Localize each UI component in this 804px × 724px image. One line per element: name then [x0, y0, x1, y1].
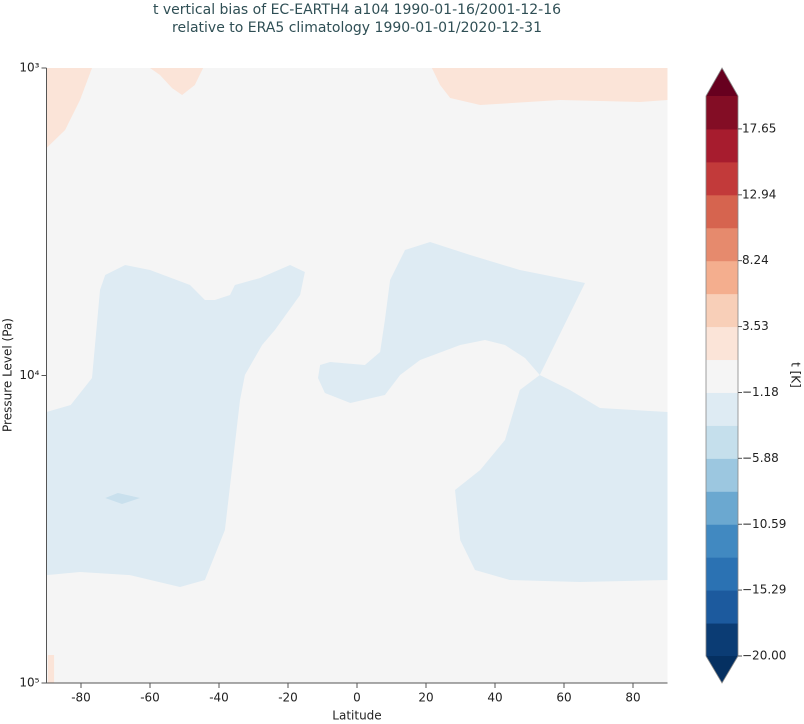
colorbar-label: t [K] — [789, 362, 803, 388]
colorbar-segment — [706, 392, 738, 426]
y-tick-label: 10⁵ — [19, 676, 39, 690]
x-tick-label: -40 — [209, 691, 229, 705]
colorbar-segment — [706, 359, 738, 393]
colorbar-segment — [706, 293, 738, 328]
x-axis-label: Latitude — [332, 709, 381, 723]
chart-title: relative to ERA5 climatology 1990-01-01/… — [172, 20, 542, 36]
colorbar-segment — [706, 458, 738, 492]
colorbar-segment — [706, 425, 738, 459]
colorbar-segment — [706, 491, 738, 525]
y-tick-label: 10⁴ — [19, 368, 39, 382]
colorbar-tick-label: 3.53 — [742, 319, 769, 333]
colorbar-extension-under — [706, 656, 738, 683]
colorbar-tick-label: −15.29 — [742, 583, 786, 597]
colorbar-segment — [706, 326, 738, 361]
colorbar-segment — [706, 557, 738, 591]
colorbar-tick-label: 17.65 — [742, 121, 776, 135]
y-axis-label: Pressure Level (Pa) — [1, 318, 15, 432]
x-tick-label: -20 — [278, 691, 298, 705]
colorbar-segment — [706, 227, 738, 262]
colorbar-extension-over — [706, 68, 738, 96]
x-tick-label: -60 — [140, 691, 160, 705]
colorbar-segment — [706, 96, 738, 130]
contour-region — [150, 68, 204, 95]
colorbar-tick-label: −5.88 — [742, 451, 779, 465]
contour-region — [318, 242, 585, 403]
colorbar-segment — [706, 161, 738, 196]
contour-region — [47, 655, 55, 683]
colorbar-segment — [706, 260, 738, 295]
colorbar-outline — [705, 67, 739, 684]
contour-region — [46, 265, 305, 587]
colorbar-segment — [706, 623, 738, 657]
colorbar-tick-label: −20.00 — [742, 649, 786, 663]
colorbar-tick-label: −1.18 — [742, 385, 779, 399]
x-tick-label: -80 — [71, 691, 91, 705]
colorbar-tick-label: −10.59 — [742, 517, 786, 531]
colorbar-tick-label: 8.24 — [742, 253, 769, 267]
colorbar-tick-label: 12.94 — [742, 187, 776, 201]
colorbar-segment — [706, 524, 738, 558]
x-tick-label: 40 — [487, 691, 502, 705]
colorbar-segment — [706, 194, 738, 229]
contour-region — [431, 68, 668, 105]
colorbar-segment — [706, 128, 738, 163]
contour-region — [46, 68, 92, 148]
contour-region — [105, 493, 140, 504]
x-tick-label: 60 — [556, 691, 571, 705]
y-tick-label: 10³ — [19, 61, 39, 75]
x-tick-label: 0 — [353, 691, 361, 705]
chart-title: t vertical bias of EC-EARTH4 a104 1990-0… — [153, 2, 561, 18]
x-tick-label: 20 — [418, 691, 433, 705]
colorbar-segment — [706, 590, 738, 624]
x-tick-label: 80 — [625, 691, 640, 705]
contour-region — [455, 375, 668, 582]
